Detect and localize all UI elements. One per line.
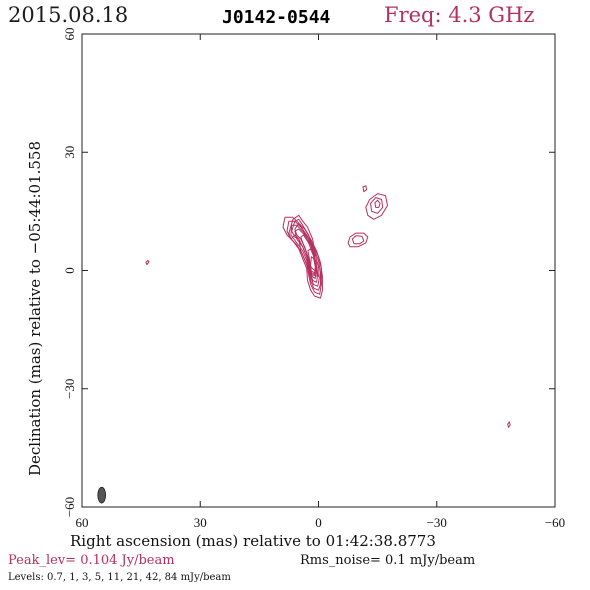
contour-11 (351, 235, 365, 245)
contour-10 (347, 232, 369, 248)
rms-noise: Rms_noise= 0.1 mJy/beam (300, 553, 476, 568)
contour-8 (307, 248, 317, 279)
contour-17 (507, 421, 511, 428)
contour-2 (294, 222, 317, 273)
source-name: J0142-0544 (222, 7, 331, 28)
contour-16 (145, 259, 150, 266)
y-axis-title: Declination (mas) relative to −05:44:01.… (26, 141, 44, 476)
frequency-label: Freq: 4.3 GHz (384, 3, 535, 27)
x-tick-label: −60 (545, 515, 565, 530)
contour-5 (290, 224, 321, 291)
contour-lines (145, 185, 511, 428)
y-tick-label: −60 (62, 497, 77, 517)
y-tick-label: 0 (62, 267, 77, 274)
y-tick-label: 30 (62, 146, 77, 159)
contour-6 (294, 228, 320, 287)
x-tick-label: 0 (315, 515, 322, 530)
contour-13 (370, 197, 384, 214)
y-tick-label: −30 (62, 379, 77, 399)
x-tick-labels: 60 30 0 −30 −60 (76, 515, 566, 530)
x-tick-label: 60 (76, 515, 89, 530)
contour-7 (300, 234, 319, 283)
x-ticks (81, 34, 556, 507)
beam-ellipse (97, 486, 107, 504)
contour-9 (310, 256, 316, 275)
x-tick-label: 30 (194, 515, 207, 530)
y-tick-label: 60 (62, 28, 77, 41)
x-axis-title: Right ascension (mas) relative to 01:42:… (70, 532, 436, 550)
contour-map: 60 30 0 −30 −60 −60 −30 0 30 60 Right ascension … (26, 28, 566, 551)
contour-15 (362, 185, 368, 193)
peak-level: Peak_lev= 0.104 Jy/beam (8, 553, 175, 568)
x-tick-label: −30 (427, 515, 447, 530)
contour-levels: Levels: 0.7, 1, 3, 5, 11, 21, 42, 84 mJy… (8, 572, 231, 583)
y-ticks (82, 33, 555, 508)
contour-14 (374, 199, 381, 208)
contour-12 (365, 193, 388, 220)
y-tick-labels: −60 −30 0 30 60 (62, 28, 77, 518)
beam-ellipse-layer (97, 486, 107, 504)
contour-4 (286, 220, 323, 295)
observation-date: 2015.08.18 (8, 3, 129, 27)
